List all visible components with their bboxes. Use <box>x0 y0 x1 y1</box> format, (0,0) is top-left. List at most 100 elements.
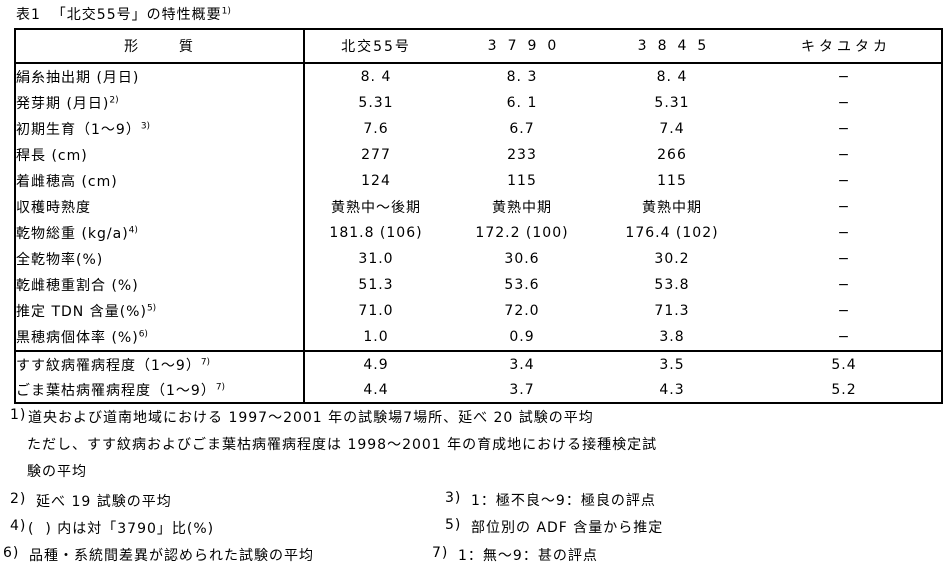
footnote-ref: 5) <box>146 303 157 314</box>
value-cell: 8. 4 <box>360 69 392 85</box>
value-cell: 4.4 <box>363 381 389 398</box>
footnote-5-marker: 5) <box>445 517 462 533</box>
trait-label: 稈長 (cm) <box>15 142 305 168</box>
value-cell: 3.8 <box>659 329 685 345</box>
value-cell: 5.4 <box>747 350 942 377</box>
table-row: 発芽期 (月日)2) 5.31 6. 1 5.31 − <box>15 90 942 116</box>
footnote-ref: 3) <box>140 121 151 132</box>
header-row: 形 質 北交55号 3790 3845 キタユタカ <box>15 29 942 64</box>
footnote-6: 6) 品種・系統間差異が認められた試験の平均 <box>3 545 314 564</box>
value-cell: 0.9 <box>509 329 535 345</box>
value-cell: 124 <box>361 173 391 189</box>
footnote-4: 4)( ) 内は対「3790」比(%) <box>10 518 215 537</box>
value-cell: 3.4 <box>447 350 597 377</box>
value-cell: − <box>837 303 851 319</box>
trait-label: 推定 TDN 含量(%)5) <box>15 298 305 324</box>
value-cell: − <box>837 147 851 163</box>
value-cell: − <box>837 95 851 111</box>
value-cell: 3.7 <box>509 381 535 398</box>
table-caption: 表1 「北交55号」の特性概要1) <box>16 4 231 24</box>
value-cell: 5.2 <box>831 381 857 398</box>
value-cell: 176.4 (102) <box>625 225 719 241</box>
header-trait-cell: 形 質 <box>15 29 305 64</box>
table-row: すす紋病罹病程度（1～9）7) 4.9 3.4 3.5 5.4 <box>15 350 942 377</box>
table-row: ごま葉枯病罹病程度（1～9）7) 4.4 3.7 4.3 5.2 <box>15 377 942 403</box>
table-row: 稈長 (cm) 277 233 266 − <box>15 142 942 168</box>
value-cell: − <box>837 173 851 189</box>
trait-label: 黒穂病個体率 (%)6) <box>15 324 305 351</box>
footnote-3: 3) 1：極不良～9：極良の評点 <box>445 490 656 509</box>
characteristics-table: 形 質 北交55号 3790 3845 キタユタカ 絹糸抽出期 (月日) 8. … <box>14 28 943 404</box>
value-cell: 181.8 (106) <box>329 225 423 241</box>
value-cell: − <box>837 69 851 85</box>
footnote-ref: 6) <box>138 329 148 340</box>
table-caption-text: 表1 「北交55号」の特性概要 <box>16 7 222 23</box>
value-cell: 53.8 <box>654 277 690 293</box>
value-cell: − <box>837 251 851 267</box>
footnote-ref: 7) <box>215 381 226 392</box>
value-cell: 黄熟中期 <box>642 200 702 216</box>
value-cell: 黄熟中期 <box>492 200 552 216</box>
value-cell: 53.6 <box>504 277 540 293</box>
trait-label: ごま葉枯病罹病程度（1～9）7) <box>15 377 305 403</box>
footnote-ref: 2) <box>109 95 119 106</box>
trait-label: 乾雌穂重割合 (%) <box>15 272 305 298</box>
table-row: 乾物総重 (kg/a)4) 181.8 (106) 172.2 (100) 17… <box>15 220 942 246</box>
footnote-3-marker: 3) <box>445 490 462 506</box>
footnote-4-marker: 4) <box>10 518 27 534</box>
trait-label: 乾物総重 (kg/a)4) <box>15 220 305 246</box>
table-row: 絹糸抽出期 (月日) 8. 4 8. 3 8. 4 − <box>15 63 942 90</box>
header-col-3790: 3790 <box>447 29 597 64</box>
value-cell: 172.2 (100) <box>475 225 569 241</box>
value-cell: 71.0 <box>358 303 394 319</box>
footnote-6-marker: 6) <box>3 545 20 561</box>
footnote-5: 5) 部位別の ADF 含量から推定 <box>445 517 664 536</box>
table-row: 着雌穂高 (cm) 124 115 115 − <box>15 168 942 194</box>
value-cell: 3.5 <box>597 350 747 377</box>
value-cell: 31.0 <box>358 251 394 267</box>
footnote-7-marker: 7) <box>432 545 449 561</box>
value-cell: 1.0 <box>363 329 389 345</box>
header-col-kitayutaka: キタユタカ <box>747 29 942 64</box>
trait-label: すす紋病罹病程度（1～9）7) <box>15 350 305 377</box>
footnote-2-marker: 2) <box>10 491 27 507</box>
value-cell: 71.3 <box>654 303 690 319</box>
table-row: 乾雌穂重割合 (%) 51.3 53.6 53.8 − <box>15 272 942 298</box>
trait-label: 着雌穂高 (cm) <box>15 168 305 194</box>
value-cell: 30.2 <box>654 251 690 267</box>
value-cell: 266 <box>657 147 687 163</box>
value-cell: 7.6 <box>363 121 389 137</box>
value-cell: 51.3 <box>358 277 394 293</box>
footnote-1-line-2: ただし、すす紋病およびごま葉枯病罹病程度は 1998～2001 年の育成地におけ… <box>27 437 658 453</box>
value-cell: − <box>837 121 851 137</box>
table-row: 収穫時熟度 黄熟中～後期 黄熟中期 黄熟中期 − <box>15 194 942 220</box>
value-cell: − <box>837 277 851 293</box>
table-row: 全乾物率(%) 31.0 30.6 30.2 − <box>15 246 942 272</box>
value-cell: 233 <box>507 147 537 163</box>
value-cell: 30.6 <box>504 251 540 267</box>
footnote-7: 7) 1：無～9：甚の評点 <box>432 545 598 564</box>
table-caption-footnote-ref: 1) <box>221 6 231 17</box>
value-cell: 7.4 <box>659 121 685 137</box>
value-cell: 黄熟中～後期 <box>331 200 421 216</box>
value-cell: 8. 3 <box>506 69 538 85</box>
trait-label: 発芽期 (月日)2) <box>15 90 305 116</box>
header-col-hokko55: 北交55号 <box>304 29 447 64</box>
table-row: 初期生育（1～9）3) 7.6 6.7 7.4 − <box>15 116 942 142</box>
footnote-ref: 7) <box>200 356 211 367</box>
trait-label: 初期生育（1～9）3) <box>15 116 305 142</box>
footnote-ref: 4) <box>128 225 138 236</box>
value-cell: − <box>837 225 851 241</box>
value-cell: 8. 4 <box>656 69 688 85</box>
value-cell: 5.31 <box>654 95 690 111</box>
value-cell: − <box>837 329 851 345</box>
value-cell: 6.7 <box>509 121 535 137</box>
footnote-1-line-1: 1) 道央および道南地域における 1997～2001 年の試験場7場所、延べ 20… <box>10 407 594 426</box>
value-cell: 6. 1 <box>506 95 538 111</box>
value-cell: 4.3 <box>659 381 685 398</box>
trait-label: 収穫時熟度 <box>15 194 305 220</box>
value-cell: − <box>837 199 851 215</box>
footnote-2: 2) 延べ 19 試験の平均 <box>10 491 172 510</box>
value-cell: 115 <box>507 173 537 189</box>
